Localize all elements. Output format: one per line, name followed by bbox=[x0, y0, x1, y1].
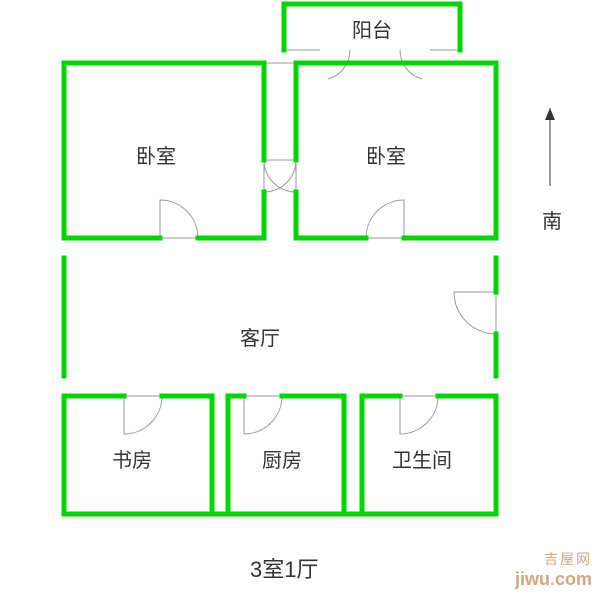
compass-label: 南 bbox=[542, 205, 562, 234]
watermark-cn: 吉屋网 bbox=[515, 549, 592, 569]
room-label-balcony: 阳台 bbox=[352, 14, 392, 43]
room-label-kitchen: 厨房 bbox=[262, 444, 302, 473]
floorplan-canvas bbox=[0, 0, 600, 598]
room-label-study: 书房 bbox=[112, 444, 152, 473]
room-label-bedroom1: 卧室 bbox=[136, 140, 176, 169]
watermark: 吉屋网 jiwu.com bbox=[515, 549, 592, 590]
room-label-bathroom: 卫生间 bbox=[392, 444, 452, 473]
room-label-livingroom: 客厅 bbox=[240, 322, 280, 351]
watermark-url: jiwu.com bbox=[515, 569, 592, 590]
room-label-bedroom2: 卧室 bbox=[366, 140, 406, 169]
floorplan-caption: 3室1厅 bbox=[250, 552, 318, 584]
